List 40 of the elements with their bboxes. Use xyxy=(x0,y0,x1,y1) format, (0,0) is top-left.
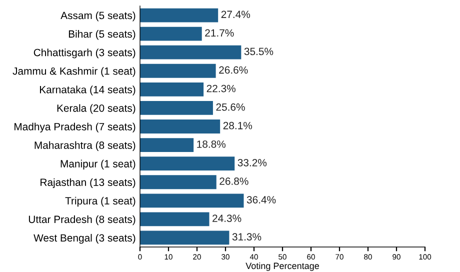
bar xyxy=(140,230,230,245)
y-tick-label: Manipur (1 seat) xyxy=(60,160,136,170)
bar xyxy=(140,8,218,22)
bar xyxy=(140,212,210,226)
data-label: 33.2% xyxy=(238,158,267,166)
bar xyxy=(140,64,216,78)
y-tick-label: Uttar Pradesh (8 seats) xyxy=(28,215,136,226)
bar xyxy=(140,45,242,60)
bar xyxy=(140,156,235,171)
y-tick-label: Rajasthan (13 seats) xyxy=(40,178,136,188)
y-tick-label: West Bengal (3 seats) xyxy=(34,234,136,244)
data-label: 21.7% xyxy=(205,29,234,37)
data-label: 36.4% xyxy=(246,196,276,204)
bar xyxy=(140,26,202,41)
data-label: 25.6% xyxy=(216,103,245,111)
y-tick-label: Kerala (20 seats) xyxy=(57,104,136,114)
bar xyxy=(140,138,194,152)
y-tick-label: Assam (5 seats) xyxy=(60,11,136,22)
y-tick-label: Chhattisgarh (3 seats) xyxy=(34,48,136,58)
y-tick-label: Karnataka (14 seats) xyxy=(40,86,136,96)
data-label: 18.8% xyxy=(197,140,226,148)
data-label: 22.3% xyxy=(206,84,236,92)
bar xyxy=(140,101,213,115)
bar xyxy=(140,120,220,134)
y-tick-label: Madhya Pradesh (7 seats) xyxy=(14,122,136,132)
data-label: 28.1% xyxy=(223,122,252,130)
data-label: 26.8% xyxy=(220,178,248,185)
data-label: 31.3% xyxy=(232,233,262,241)
y-tick-label: Bihar (5 seats) xyxy=(68,30,136,40)
bar xyxy=(140,194,244,208)
data-label: 35.5% xyxy=(244,48,274,56)
y-tick-label: Tripura (1 seat) xyxy=(65,196,136,207)
data-label: 26.6% xyxy=(219,66,248,74)
y-tick-label: Maharashtra (8 seats) xyxy=(34,141,136,151)
x-axis-title: Voting Percentage xyxy=(246,262,319,271)
bar xyxy=(140,175,216,190)
bar xyxy=(140,82,204,96)
data-label: 24.3% xyxy=(212,214,242,222)
y-tick-label: Jammu & Kashmir (1 seat) xyxy=(12,67,136,77)
data-label: 27.4% xyxy=(221,10,250,18)
